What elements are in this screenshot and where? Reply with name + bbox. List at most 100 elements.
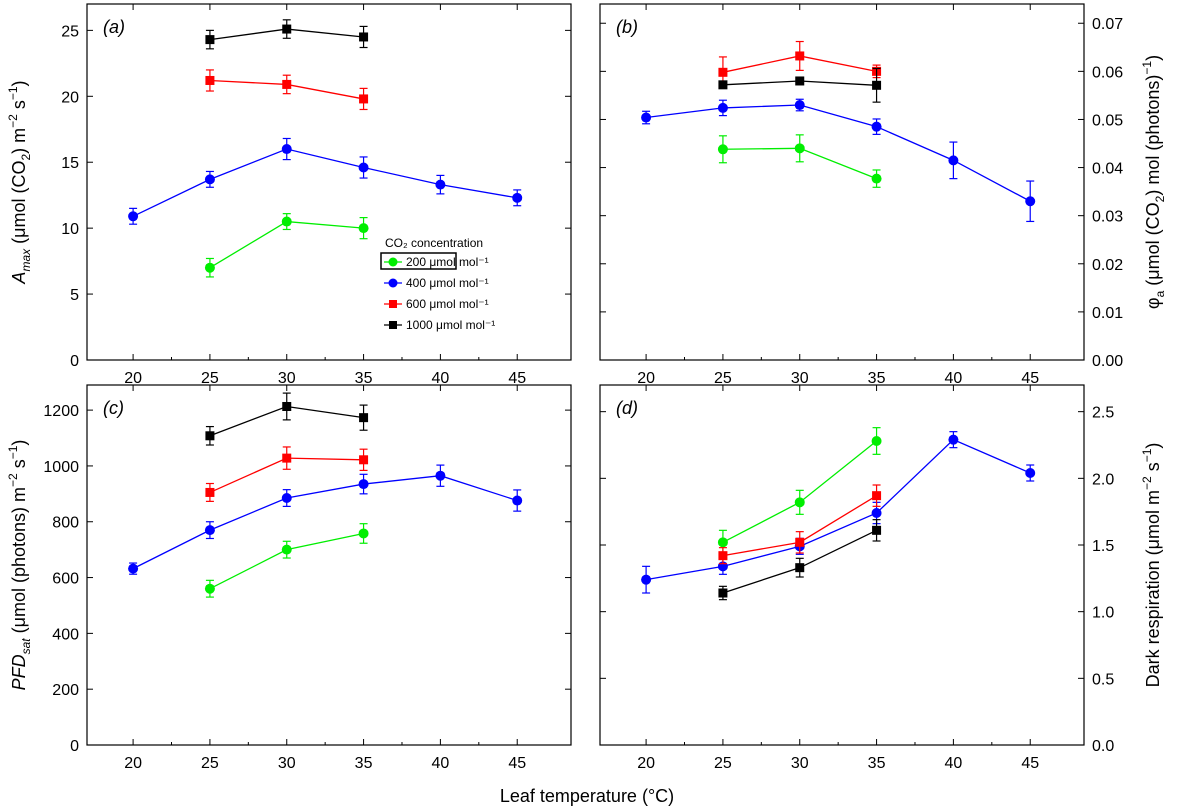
y-tick-label: 0.04 bbox=[1092, 161, 1123, 178]
data-point bbox=[435, 179, 446, 190]
data-point bbox=[358, 223, 369, 234]
x-tick-label: 25 bbox=[714, 755, 732, 772]
data-point bbox=[358, 162, 369, 173]
y-axis-label: Dark respiration (μmol m−2 s−1) bbox=[1140, 443, 1163, 688]
series-2 bbox=[128, 464, 523, 575]
data-point bbox=[718, 588, 728, 598]
data-point bbox=[872, 525, 882, 535]
data-point bbox=[281, 544, 292, 555]
data-point bbox=[358, 528, 369, 539]
x-axis-label: Leaf temperature (°C) bbox=[500, 786, 674, 806]
legend-marker bbox=[388, 278, 398, 288]
data-point bbox=[1025, 196, 1036, 207]
panel-label: (c) bbox=[103, 398, 124, 418]
data-point bbox=[948, 434, 959, 445]
data-point bbox=[205, 487, 215, 497]
panel-b: 20 25 30 35 40 45 0.00 0.01 0.02 0.03 0.04 0.05 0.06… bbox=[599, 3, 1167, 387]
data-point bbox=[717, 144, 728, 155]
data-point bbox=[281, 144, 292, 155]
panel-label: (b) bbox=[616, 17, 638, 37]
y-tick-label: 1.0 bbox=[1092, 605, 1114, 622]
x-tick-label: 40 bbox=[431, 370, 449, 387]
series-1 bbox=[717, 134, 882, 188]
series-2 bbox=[128, 137, 523, 225]
y-tick-label: 0.01 bbox=[1092, 305, 1123, 322]
x-tick-label: 20 bbox=[124, 755, 142, 772]
y-axis-label: PFDsat (μmol (photons) m−2 s−1) bbox=[6, 440, 33, 691]
data-point bbox=[871, 121, 882, 132]
series-4 bbox=[205, 392, 369, 446]
plot-frame bbox=[599, 384, 1085, 746]
series-line bbox=[646, 104, 1031, 202]
data-point bbox=[718, 551, 728, 561]
plot-frame bbox=[599, 3, 1085, 361]
data-point bbox=[204, 525, 215, 536]
data-point bbox=[641, 112, 652, 123]
data-point bbox=[871, 173, 882, 184]
y-tick-label: 25 bbox=[61, 23, 79, 40]
x-tick-label: 30 bbox=[278, 755, 296, 772]
legend-item: 400 μmol mol⁻¹ bbox=[384, 276, 489, 290]
series-1 bbox=[204, 523, 369, 598]
panel-d: 20 25 30 35 40 45 0.0 0.5 1.0 1.5 2.0 2.5 (d) Dark re… bbox=[599, 384, 1163, 772]
y-tick-label: 5 bbox=[70, 287, 79, 304]
legend-marker bbox=[388, 257, 398, 267]
legend-label: 1000 μmol mol⁻¹ bbox=[406, 318, 495, 332]
panel-label: (d) bbox=[616, 398, 638, 418]
data-point bbox=[281, 216, 292, 227]
y-axis-label: Amax (μmol (CO2) m−2 s−1) bbox=[6, 80, 33, 284]
data-point bbox=[282, 24, 292, 34]
data-point bbox=[282, 453, 292, 463]
data-point bbox=[795, 537, 805, 547]
y-tick-label: 0.0 bbox=[1092, 738, 1114, 755]
data-point bbox=[282, 79, 292, 89]
data-point bbox=[205, 75, 215, 85]
y-tick-label: 600 bbox=[52, 571, 79, 588]
y-tick-label: 1200 bbox=[43, 403, 79, 420]
data-point bbox=[794, 100, 805, 111]
series-2 bbox=[641, 431, 1036, 594]
data-point bbox=[872, 491, 882, 501]
x-tick-label: 40 bbox=[431, 755, 449, 772]
x-tick-label: 35 bbox=[355, 755, 373, 772]
y-tick-label: 15 bbox=[61, 155, 79, 172]
data-point bbox=[358, 479, 369, 490]
y-tick-label: 0.00 bbox=[1092, 353, 1123, 370]
x-tick-label: 45 bbox=[1021, 370, 1039, 387]
legend-label: 200 μmol mol⁻¹ bbox=[406, 255, 489, 269]
data-point bbox=[718, 67, 728, 77]
data-point bbox=[794, 143, 805, 154]
legend-item: 600 μmol mol⁻¹ bbox=[384, 297, 489, 311]
y-tick-label: 2.5 bbox=[1092, 405, 1114, 422]
data-point bbox=[512, 192, 523, 203]
y-tick-label: 0.03 bbox=[1092, 209, 1123, 226]
data-point bbox=[204, 583, 215, 594]
y-tick-label: 200 bbox=[52, 682, 79, 699]
plot-frame bbox=[86, 3, 572, 361]
series-2 bbox=[641, 98, 1036, 223]
data-point bbox=[872, 80, 882, 90]
data-point bbox=[281, 493, 292, 504]
legend-label: 600 μmol mol⁻¹ bbox=[406, 297, 489, 311]
data-point bbox=[718, 80, 728, 90]
data-point bbox=[204, 174, 215, 185]
series-line bbox=[132, 148, 518, 217]
x-tick-label: 40 bbox=[944, 370, 962, 387]
y-tick-label: 400 bbox=[52, 626, 79, 643]
data-point bbox=[435, 470, 446, 481]
series-3 bbox=[718, 484, 882, 565]
legend-marker bbox=[389, 321, 397, 329]
x-tick-label: 35 bbox=[355, 370, 373, 387]
y-tick-label: 0.5 bbox=[1092, 671, 1114, 688]
data-point bbox=[359, 455, 369, 465]
y-axis-label: φa (μmol (CO2) mol (photons)−1) bbox=[1140, 55, 1167, 309]
legend-title: CO₂ concentration bbox=[385, 236, 483, 250]
series-line bbox=[645, 438, 1031, 581]
legend-item: 200 μmol mol⁻¹ bbox=[384, 255, 489, 269]
panel-c: 20 25 30 35 40 45 0 200 400 600 800 1000 1200 (c) PFDs… bbox=[6, 384, 572, 772]
data-point bbox=[795, 76, 805, 86]
x-tick-label: 35 bbox=[868, 755, 886, 772]
x-tick-label: 20 bbox=[124, 370, 142, 387]
x-tick-label: 40 bbox=[944, 755, 962, 772]
